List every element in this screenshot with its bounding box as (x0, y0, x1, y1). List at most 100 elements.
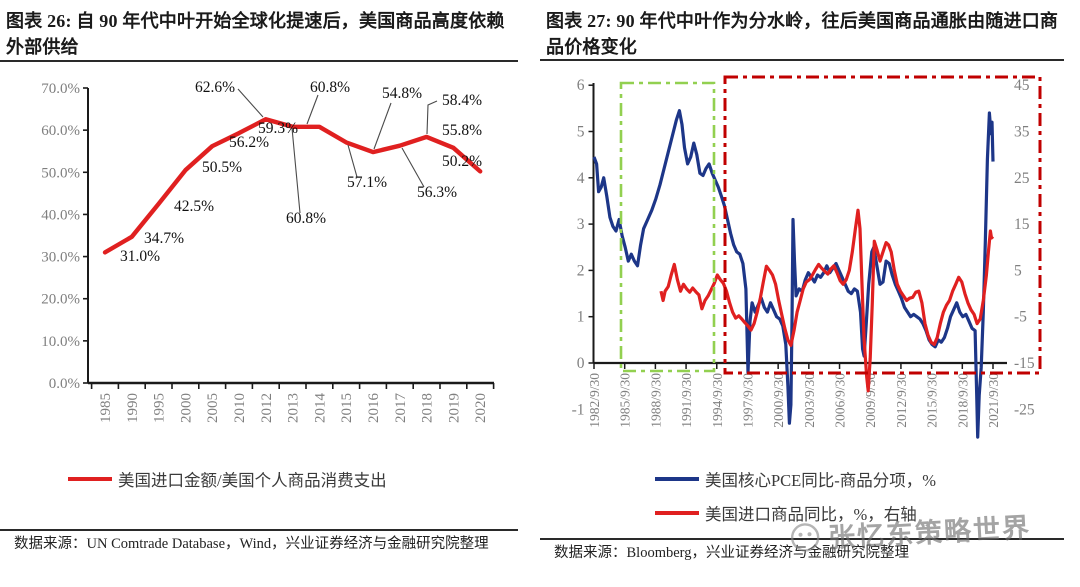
svg-text:2015/9/30: 2015/9/30 (925, 373, 940, 428)
svg-text:20.0%: 20.0% (41, 292, 80, 308)
svg-text:45: 45 (1014, 77, 1030, 94)
red-line-swatch (68, 477, 112, 481)
svg-text:2014: 2014 (312, 393, 328, 424)
svg-text:5: 5 (1014, 262, 1022, 279)
data-label: 62.6% (195, 79, 235, 96)
svg-text:2010: 2010 (232, 393, 248, 423)
import-share-line (102, 117, 483, 255)
data-label: 59.3% (258, 120, 298, 137)
svg-text:1982/9/30: 1982/9/30 (587, 373, 602, 428)
data-label: 57.1% (347, 174, 387, 191)
svg-text:25: 25 (1014, 170, 1030, 187)
svg-text:2003/9/30: 2003/9/30 (802, 373, 817, 428)
data-label: 60.8% (310, 79, 350, 96)
svg-text:40.0%: 40.0% (41, 207, 80, 223)
import-yoy-line (659, 208, 995, 393)
left-title-rule (0, 60, 518, 62)
svg-text:2020: 2020 (473, 393, 489, 423)
svg-text:6: 6 (577, 77, 585, 94)
figure27-plot: 6 5 4 3 2 1 0 -1 45 35 25 15 5 -5 -15 -25 1982/9/30 1985/… (572, 75, 1042, 439)
right-chart-legend-row-1: 美国核心PCE同比-商品分项，% (655, 467, 936, 491)
svg-text:1994/9/30: 1994/9/30 (710, 373, 725, 428)
right-legend-label-2: 美国进口商品同比，%，右轴 (705, 505, 917, 524)
right-source-rule (540, 538, 1064, 540)
data-label: 50.2% (442, 153, 482, 170)
svg-text:2018/9/30: 2018/9/30 (955, 373, 970, 428)
svg-text:2012/9/30: 2012/9/30 (894, 373, 909, 428)
left-chart-canvas: 0.0% 10.0% 20.0% 30.0% 40.0% 50.0% 60.0% 70.0% 1… (41, 79, 495, 424)
label-leader-line (347, 144, 358, 178)
svg-text:2016: 2016 (366, 393, 382, 424)
svg-text:0: 0 (577, 355, 585, 372)
svg-text:2013: 2013 (286, 393, 302, 423)
svg-text:-1: -1 (572, 401, 585, 418)
data-label: 42.5% (174, 198, 214, 215)
core-pce-goods-line (592, 109, 995, 439)
svg-text:50.0%: 50.0% (41, 165, 80, 181)
data-label: 54.8% (382, 85, 422, 102)
svg-text:1991/9/30: 1991/9/30 (679, 373, 694, 428)
svg-text:60.0%: 60.0% (41, 123, 80, 139)
green-dash-box (619, 81, 716, 373)
svg-text:1985/9/30: 1985/9/30 (618, 373, 633, 428)
svg-text:10.0%: 10.0% (41, 334, 80, 350)
svg-text:30.0%: 30.0% (41, 250, 80, 266)
svg-text:2012: 2012 (259, 393, 275, 423)
svg-text:4: 4 (577, 170, 585, 187)
svg-text:2005: 2005 (205, 393, 221, 423)
svg-text:2000/9/30: 2000/9/30 (771, 373, 786, 428)
data-label: 56.2% (229, 134, 269, 151)
label-leader-line (426, 100, 438, 135)
left-source-note: 数据来源：UN Comtrade Database，Wind，兴业证券经济与金融… (14, 536, 489, 552)
data-label: 34.7% (144, 230, 184, 247)
label-leader-line (237, 88, 264, 118)
svg-text:2017: 2017 (393, 393, 409, 424)
svg-text:35: 35 (1014, 124, 1030, 141)
svg-text:2021/9/30: 2021/9/30 (986, 373, 1001, 428)
left-legend-label: 美国进口金额/美国个人商品消费支出 (118, 471, 387, 490)
svg-text:2018: 2018 (420, 393, 436, 423)
svg-text:5: 5 (577, 124, 585, 141)
blue-line-swatch (655, 477, 699, 481)
svg-text:1988/9/30: 1988/9/30 (648, 373, 663, 428)
left-chart-title: 图表 26: 自 90 年代中叶开始全球化提速后，美国商品高度依赖外部供给 (6, 11, 505, 58)
data-label: 60.8% (286, 210, 326, 227)
label-leader-line (291, 127, 301, 214)
svg-text:2: 2 (577, 262, 585, 279)
data-label: 55.8% (442, 122, 482, 139)
svg-text:1995: 1995 (152, 393, 168, 423)
svg-text:1990: 1990 (125, 393, 141, 423)
red-line-swatch-2 (655, 511, 699, 515)
svg-text:2019: 2019 (446, 393, 462, 423)
label-leader-line (373, 102, 392, 150)
right-legend-label-1: 美国核心PCE同比-商品分项，% (705, 471, 936, 490)
label-leader-line (306, 94, 319, 125)
watermark: 张忆东策略世界 (787, 506, 1032, 558)
right-source-note: 数据来源：Bloomberg，兴业证券经济与金融研究院整理 (554, 545, 909, 561)
left-source-rule (0, 529, 518, 531)
right-chart-canvas: 6 5 4 3 2 1 0 -1 45 35 25 15 5 -5 -15 -25 1982/9/30 1985/… (572, 75, 1042, 439)
right-title-rule (540, 59, 1064, 61)
data-label: 56.3% (417, 184, 457, 201)
right-chart-title: 图表 27: 90 年代中叶作为分水岭，往后美国商品通胀由随进口商品价格变化 (546, 11, 1059, 58)
svg-text:2015: 2015 (339, 393, 355, 423)
svg-text:1997/9/30: 1997/9/30 (740, 373, 755, 428)
svg-text:2000: 2000 (178, 393, 194, 423)
figure26-plot: 0.0% 10.0% 20.0% 30.0% 40.0% 50.0% 60.0% 70.0% 1… (41, 79, 495, 424)
svg-text:3: 3 (577, 216, 585, 233)
svg-text:70.0%: 70.0% (41, 81, 80, 97)
svg-text:-25: -25 (1014, 401, 1035, 418)
svg-text:-15: -15 (1014, 355, 1035, 372)
data-label: 31.0% (120, 248, 160, 265)
svg-text:-5: -5 (1014, 309, 1027, 326)
left-chart-legend: 美国进口金额/美国个人商品消费支出 (68, 467, 387, 491)
red-dash-box (723, 75, 1042, 375)
data-label: 50.5% (202, 159, 242, 176)
svg-text:0.0%: 0.0% (49, 376, 80, 392)
svg-text:15: 15 (1014, 216, 1030, 233)
svg-text:1985: 1985 (98, 393, 114, 423)
right-chart-legend-row-2: 美国进口商品同比，%，右轴 (655, 501, 917, 525)
svg-text:2006/9/30: 2006/9/30 (833, 373, 848, 428)
data-label: 58.4% (442, 92, 482, 109)
